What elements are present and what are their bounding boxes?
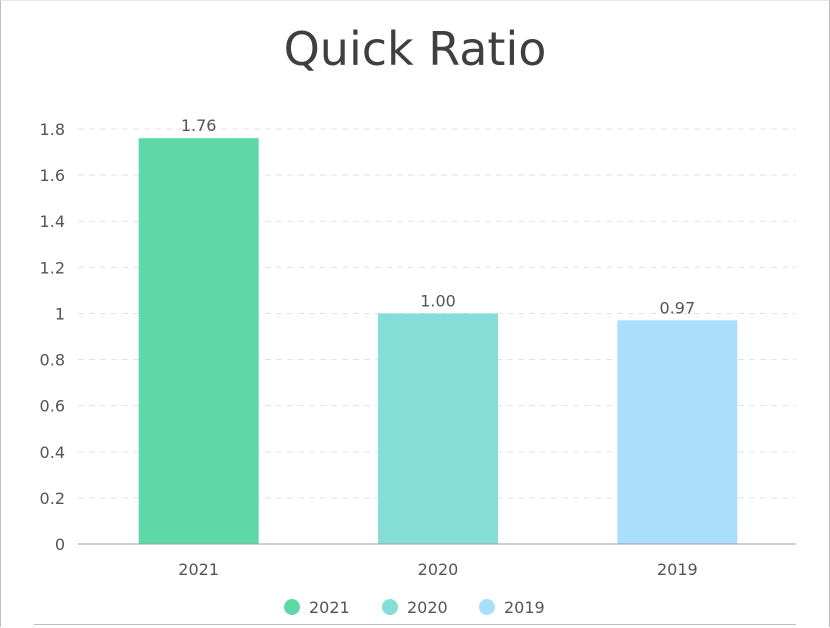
data-label-2019: 0.97: [660, 298, 696, 317]
bars: 1.76 1.00 0.97: [138, 116, 738, 544]
bar-2021[interactable]: [138, 138, 259, 544]
legend-swatch: [479, 599, 495, 615]
y-tick-label: 0.2: [40, 489, 65, 508]
chart-title: Quick Ratio: [283, 22, 547, 76]
legend-label: 2020: [407, 598, 448, 617]
x-tick-label: 2019: [657, 560, 698, 579]
x-tick-label: 2021: [178, 560, 219, 579]
legend-swatch: [382, 599, 398, 615]
legend-item-2020[interactable]: 2020: [382, 598, 448, 617]
y-tick-label: 0.4: [40, 443, 65, 462]
y-tick-label: 1.6: [40, 166, 65, 185]
legend-item-2019[interactable]: 2019: [479, 598, 545, 617]
legend-item-2021[interactable]: 2021: [284, 598, 350, 617]
y-axis: 0 0.2 0.4 0.6 0.8 1 1.2 1.4 1.6 1.8: [40, 120, 65, 554]
data-label-2020: 1.00: [420, 291, 456, 310]
y-tick-label: 0.8: [40, 351, 65, 370]
x-tick-label: 2020: [418, 560, 459, 579]
legend[interactable]: 2021 2020 2019: [284, 598, 545, 617]
y-tick-label: 1.8: [40, 120, 65, 139]
y-tick-label: 1.4: [40, 212, 65, 231]
y-tick-label: 0: [55, 535, 65, 554]
bottom-divider: [34, 624, 796, 625]
y-tick-label: 1: [55, 304, 65, 323]
legend-label: 2021: [309, 598, 350, 617]
bar-2020[interactable]: [378, 313, 498, 544]
x-axis: 2021 2020 2019: [78, 543, 796, 579]
data-label-2021: 1.76: [181, 116, 217, 135]
y-tick-label: 1.2: [40, 258, 65, 277]
bar-2019[interactable]: [617, 320, 738, 544]
legend-label: 2019: [504, 598, 545, 617]
y-tick-label: 0.6: [40, 397, 65, 416]
legend-swatch: [284, 599, 300, 615]
